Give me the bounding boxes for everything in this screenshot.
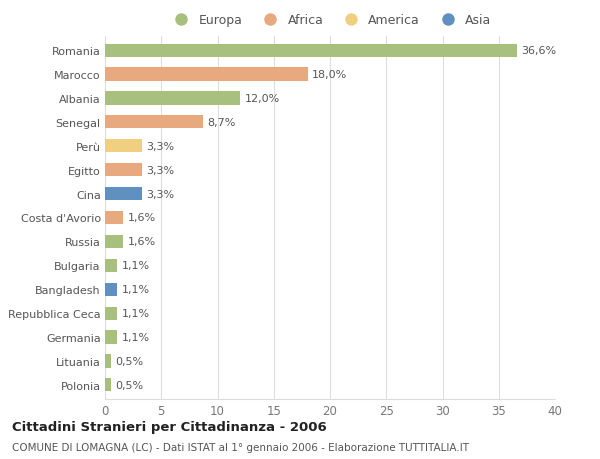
Text: 18,0%: 18,0% bbox=[312, 70, 347, 80]
Text: 1,1%: 1,1% bbox=[122, 285, 150, 295]
Bar bbox=[105, 331, 118, 344]
Text: 3,3%: 3,3% bbox=[146, 165, 175, 175]
Bar bbox=[105, 212, 123, 224]
Text: 3,3%: 3,3% bbox=[146, 141, 175, 151]
Text: 1,1%: 1,1% bbox=[122, 308, 150, 319]
Text: 8,7%: 8,7% bbox=[208, 118, 236, 128]
Text: 1,1%: 1,1% bbox=[122, 332, 150, 342]
Bar bbox=[105, 235, 123, 248]
Bar bbox=[105, 92, 240, 105]
Text: 3,3%: 3,3% bbox=[146, 189, 175, 199]
Text: Cittadini Stranieri per Cittadinanza - 2006: Cittadini Stranieri per Cittadinanza - 2… bbox=[12, 420, 327, 433]
Text: 36,6%: 36,6% bbox=[521, 46, 556, 56]
Bar bbox=[105, 307, 118, 320]
Bar bbox=[105, 164, 142, 177]
Bar bbox=[105, 140, 142, 153]
Bar bbox=[105, 188, 142, 201]
Text: 1,6%: 1,6% bbox=[128, 213, 155, 223]
Text: 12,0%: 12,0% bbox=[245, 94, 280, 104]
Bar bbox=[105, 379, 110, 392]
Bar bbox=[105, 45, 517, 57]
Bar bbox=[105, 68, 308, 81]
Bar bbox=[105, 355, 110, 368]
Text: 1,1%: 1,1% bbox=[122, 261, 150, 271]
Bar bbox=[105, 116, 203, 129]
Bar bbox=[105, 283, 118, 296]
Text: 1,6%: 1,6% bbox=[128, 237, 155, 247]
Text: COMUNE DI LOMAGNA (LC) - Dati ISTAT al 1° gennaio 2006 - Elaborazione TUTTITALIA: COMUNE DI LOMAGNA (LC) - Dati ISTAT al 1… bbox=[12, 442, 469, 452]
Bar bbox=[105, 259, 118, 272]
Text: 0,5%: 0,5% bbox=[115, 356, 143, 366]
Text: 0,5%: 0,5% bbox=[115, 380, 143, 390]
Legend: Europa, Africa, America, Asia: Europa, Africa, America, Asia bbox=[169, 14, 491, 27]
